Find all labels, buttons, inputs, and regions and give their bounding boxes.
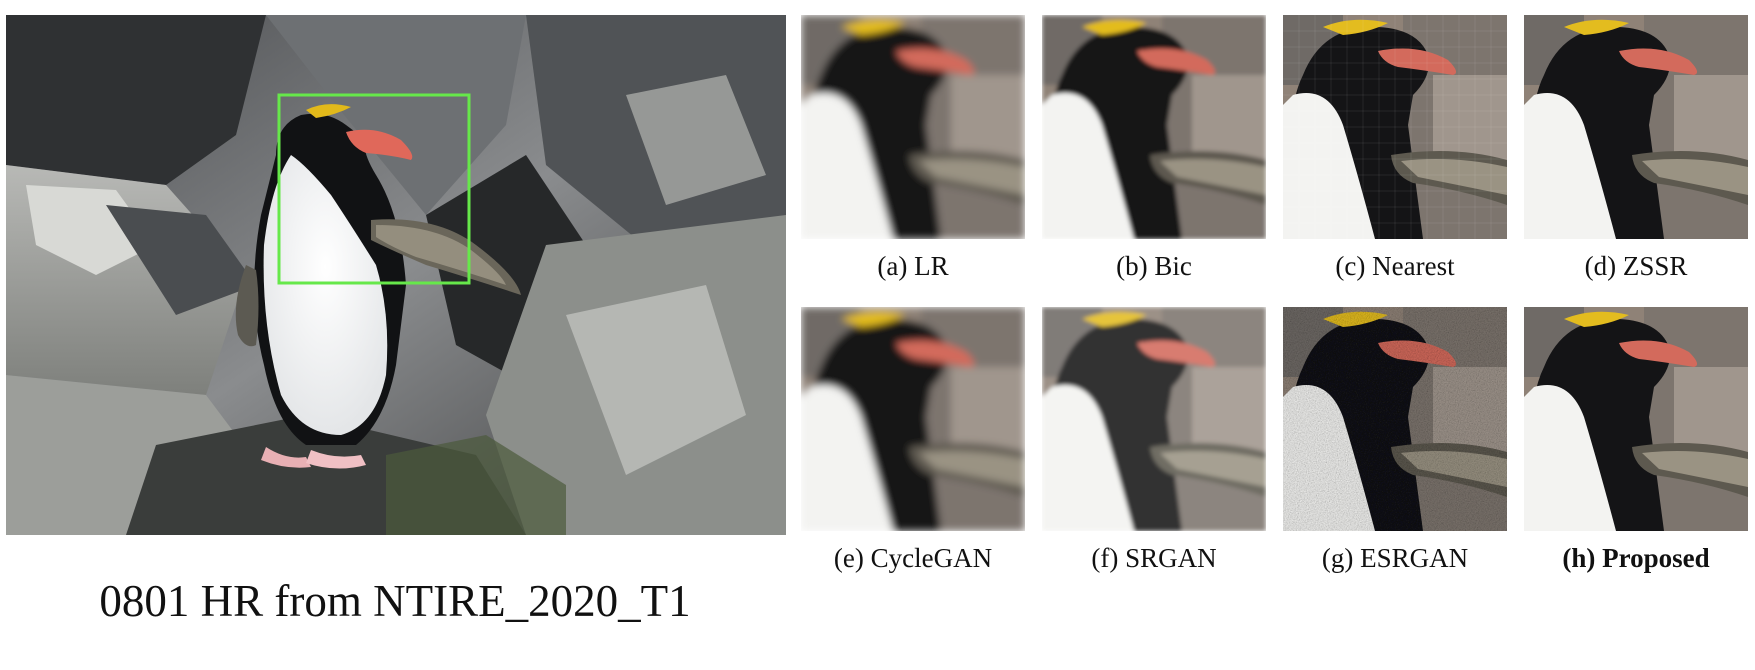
crop-panel-proposed (1524, 307, 1748, 531)
crop-panel-zssr (1524, 15, 1748, 239)
caption-cyclegan: (e) CycleGAN (833, 543, 993, 573)
crop-panel-nearest (1283, 15, 1507, 239)
caption-bic: (b) Bic (1116, 251, 1192, 281)
crop-panel-bic (1042, 15, 1266, 239)
caption-srgan: (f) SRGAN (1091, 543, 1217, 573)
crop-panel-esrgan (1283, 307, 1507, 531)
hr-image (6, 15, 786, 535)
main-caption: 0801 HR from NTIRE_2020_T1 (99, 576, 691, 626)
caption-zssr: (d) ZSSR (1584, 251, 1688, 281)
crop-panel-cyclegan (801, 307, 1025, 531)
caption-lr: (a) LR (877, 251, 949, 281)
caption-nearest: (c) Nearest (1335, 251, 1455, 281)
crop-panel-srgan (1042, 307, 1266, 531)
caption-esrgan: (g) ESRGAN (1321, 543, 1469, 573)
caption-proposed: (h) Proposed (1562, 543, 1710, 573)
zoom-region-box (277, 93, 471, 285)
crop-panel-lr (801, 15, 1025, 239)
